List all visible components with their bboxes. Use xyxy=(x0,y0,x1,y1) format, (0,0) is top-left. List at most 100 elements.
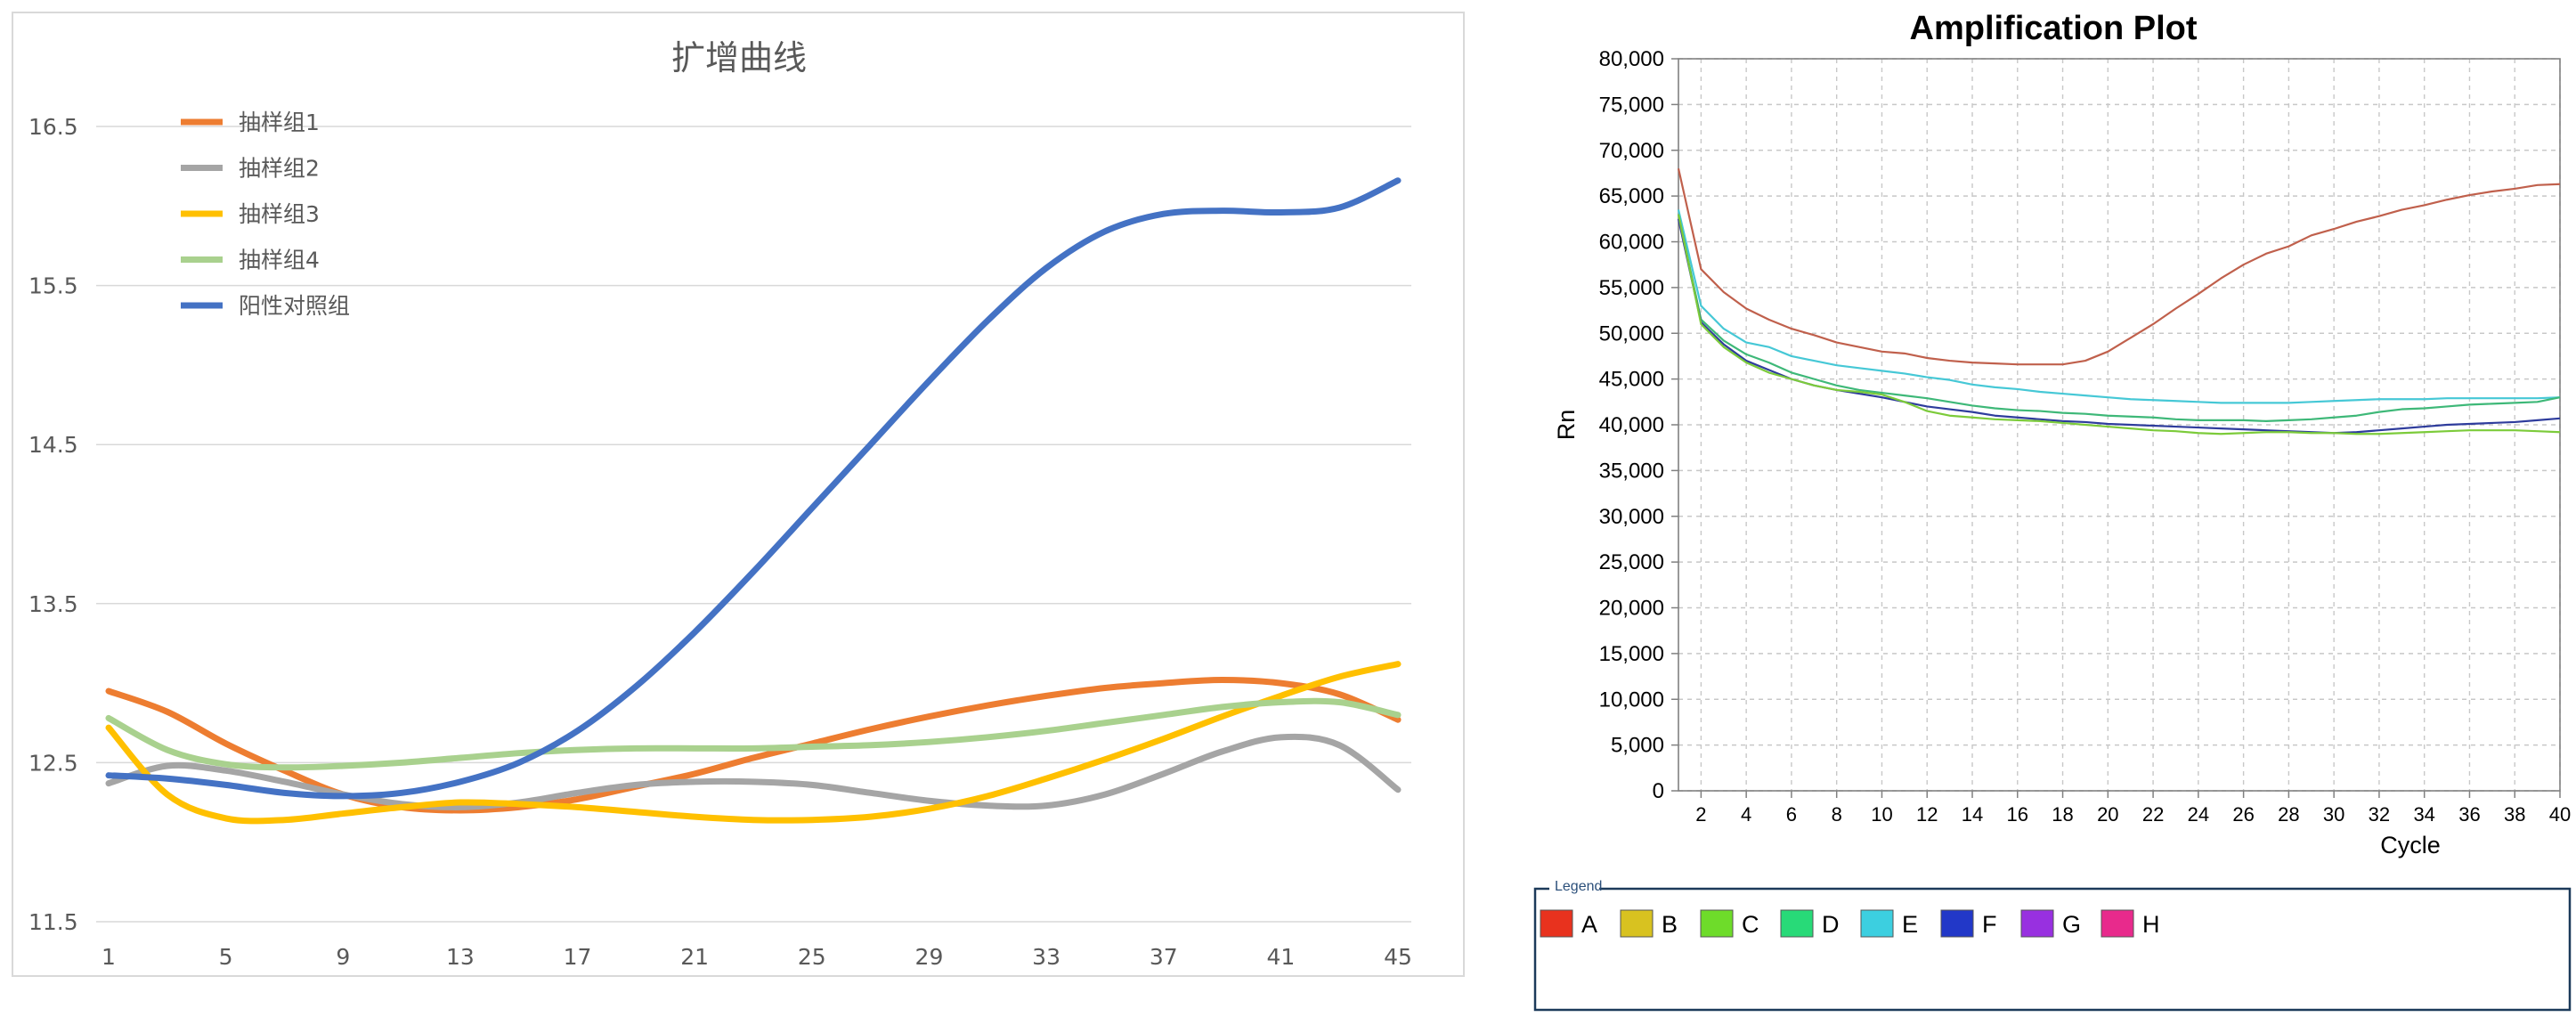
x-tick-label: 20 xyxy=(2097,803,2118,826)
y-tick-label: 40,000 xyxy=(1599,413,1664,437)
x-tick-label: 12 xyxy=(1916,803,1938,826)
y-tick-label: 14.5 xyxy=(28,432,78,458)
y-tick-label: 35,000 xyxy=(1599,459,1664,483)
x-tick-label: 45 xyxy=(1384,944,1412,970)
legend-label: G xyxy=(2062,911,2081,938)
y-tick-label: 20,000 xyxy=(1599,597,1664,621)
x-tick-label: 24 xyxy=(2188,803,2209,826)
left-chart-panel: 扩增曲线 16.5 15.5 14.5 13.5 12.5 11.5 1 5 9 13 17 21 2… xyxy=(12,12,1465,977)
y-tick-label: 75,000 xyxy=(1599,93,1664,117)
x-tick-label: 38 xyxy=(2504,803,2525,826)
x-tick-label: 8 xyxy=(1832,803,1842,826)
y-tick-label: 12.5 xyxy=(28,750,78,776)
legend-swatch xyxy=(1780,909,1814,938)
x-tick-label: 4 xyxy=(1741,803,1751,826)
y-tick-label: 11.5 xyxy=(28,909,78,935)
series-line-5 xyxy=(105,177,1402,800)
x-tick-label: 16 xyxy=(2007,803,2028,826)
y-tick-label: 45,000 xyxy=(1599,368,1664,392)
legend-item-B[interactable]: B xyxy=(1620,909,1678,938)
legend-item-C[interactable]: C xyxy=(1700,909,1759,938)
right-chart-panel: Amplification Plot 0 5,000 10,000 15,000 20,… xyxy=(1514,0,2576,1017)
legend-item: 抽样组3 xyxy=(181,201,320,227)
x-tick-label: 10 xyxy=(1871,803,1892,826)
amplification-curve-5 xyxy=(1677,214,2561,435)
y-tick-label: 5,000 xyxy=(1611,734,1664,758)
legend-swatch xyxy=(2101,909,2134,938)
x-tick-label: 32 xyxy=(2369,803,2390,826)
legend-label: 抽样组3 xyxy=(239,201,320,227)
x-tick-label: 22 xyxy=(2142,803,2164,826)
left-chart-frame xyxy=(12,12,1465,977)
amplification-curve-1 xyxy=(1677,168,2561,366)
y-tick-label: 0 xyxy=(1653,779,1664,803)
y-tick-label: 13.5 xyxy=(28,591,78,617)
right-plot-area xyxy=(1678,58,2561,792)
x-tick-label: 9 xyxy=(336,944,350,970)
y-tick-label: 50,000 xyxy=(1599,321,1664,346)
left-chart: 扩增曲线 16.5 15.5 14.5 13.5 12.5 11.5 1 5 9 13 17 21 2… xyxy=(12,12,1465,977)
x-tick-label: 26 xyxy=(2232,803,2254,826)
legend-item-H[interactable]: H xyxy=(2101,909,2160,938)
legend-label: 阳性对照组 xyxy=(239,293,350,319)
amplification-curve-2 xyxy=(1677,209,2561,404)
legend-label: 抽样组4 xyxy=(239,248,320,273)
legend-item-A[interactable]: A xyxy=(1540,909,1597,938)
legend-item-F[interactable]: F xyxy=(1940,909,1997,938)
legend-item: 抽样组4 xyxy=(181,248,320,273)
legend-box xyxy=(1533,887,2572,1012)
x-tick-label: 5 xyxy=(219,944,233,970)
right-x-axis-label: Cycle xyxy=(2380,832,2441,858)
legend-label: 抽样组1 xyxy=(239,110,320,135)
x-tick-label: 30 xyxy=(2323,803,2344,826)
legend-label: A xyxy=(1581,911,1597,938)
y-tick-label: 10,000 xyxy=(1599,687,1664,712)
legend-item-E[interactable]: E xyxy=(1860,909,1918,938)
y-tick-label: 16.5 xyxy=(28,114,78,140)
legend-item: 抽样组1 xyxy=(181,110,320,135)
x-tick-label: 21 xyxy=(680,944,709,970)
legend-swatch xyxy=(1540,909,1573,938)
right-chart-title: Amplification Plot xyxy=(1910,10,2198,47)
x-tick-label: 1 xyxy=(102,944,116,970)
x-tick-label: 2 xyxy=(1695,803,1706,826)
legend-item: 阳性对照组 xyxy=(181,293,350,319)
x-tick-label: 33 xyxy=(1032,944,1060,970)
legend-item-G[interactable]: G xyxy=(2020,909,2081,938)
legend-item-D[interactable]: D xyxy=(1780,909,1840,938)
x-tick-label: 25 xyxy=(798,944,826,970)
legend-label: E xyxy=(1902,911,1918,938)
x-tick-label: 29 xyxy=(915,944,944,970)
y-tick-label: 60,000 xyxy=(1599,231,1664,255)
y-tick-label: 80,000 xyxy=(1599,47,1664,71)
right-y-axis-label: Rn xyxy=(1553,410,1580,441)
amplification-curve-3 xyxy=(1677,214,2561,422)
y-tick-label: 15.5 xyxy=(28,273,78,299)
y-tick-label: 30,000 xyxy=(1599,505,1664,529)
legend-swatch xyxy=(1860,909,1894,938)
legend-label: H xyxy=(2142,911,2160,938)
legend-swatch xyxy=(1700,909,1734,938)
left-chart-title: 扩增曲线 xyxy=(671,38,807,77)
right-chart: Amplification Plot 0 5,000 10,000 15,000 20,… xyxy=(1533,10,2572,1012)
x-tick-label: 18 xyxy=(2052,803,2073,826)
x-tick-label: 34 xyxy=(2413,803,2434,826)
legend-title-bg xyxy=(1549,878,1599,896)
legend-item: 抽样组2 xyxy=(181,156,320,182)
x-tick-label: 14 xyxy=(1962,803,1983,826)
x-tick-label: 40 xyxy=(2549,803,2571,826)
x-tick-label: 13 xyxy=(446,944,475,970)
x-tick-label: 36 xyxy=(2458,803,2480,826)
series-line-4 xyxy=(105,697,1402,771)
x-tick-label: 41 xyxy=(1266,944,1295,970)
legend-label: 抽样组2 xyxy=(239,156,320,182)
legend-swatch xyxy=(2020,909,2054,938)
legend-label: C xyxy=(1742,911,1759,938)
legend-label: F xyxy=(1982,911,1997,938)
legend-label: B xyxy=(1662,911,1678,938)
legend-swatch xyxy=(1940,909,1974,938)
x-tick-label: 37 xyxy=(1150,944,1178,970)
y-tick-label: 65,000 xyxy=(1599,184,1664,208)
y-tick-label: 15,000 xyxy=(1599,642,1664,666)
x-tick-label: 17 xyxy=(564,944,592,970)
